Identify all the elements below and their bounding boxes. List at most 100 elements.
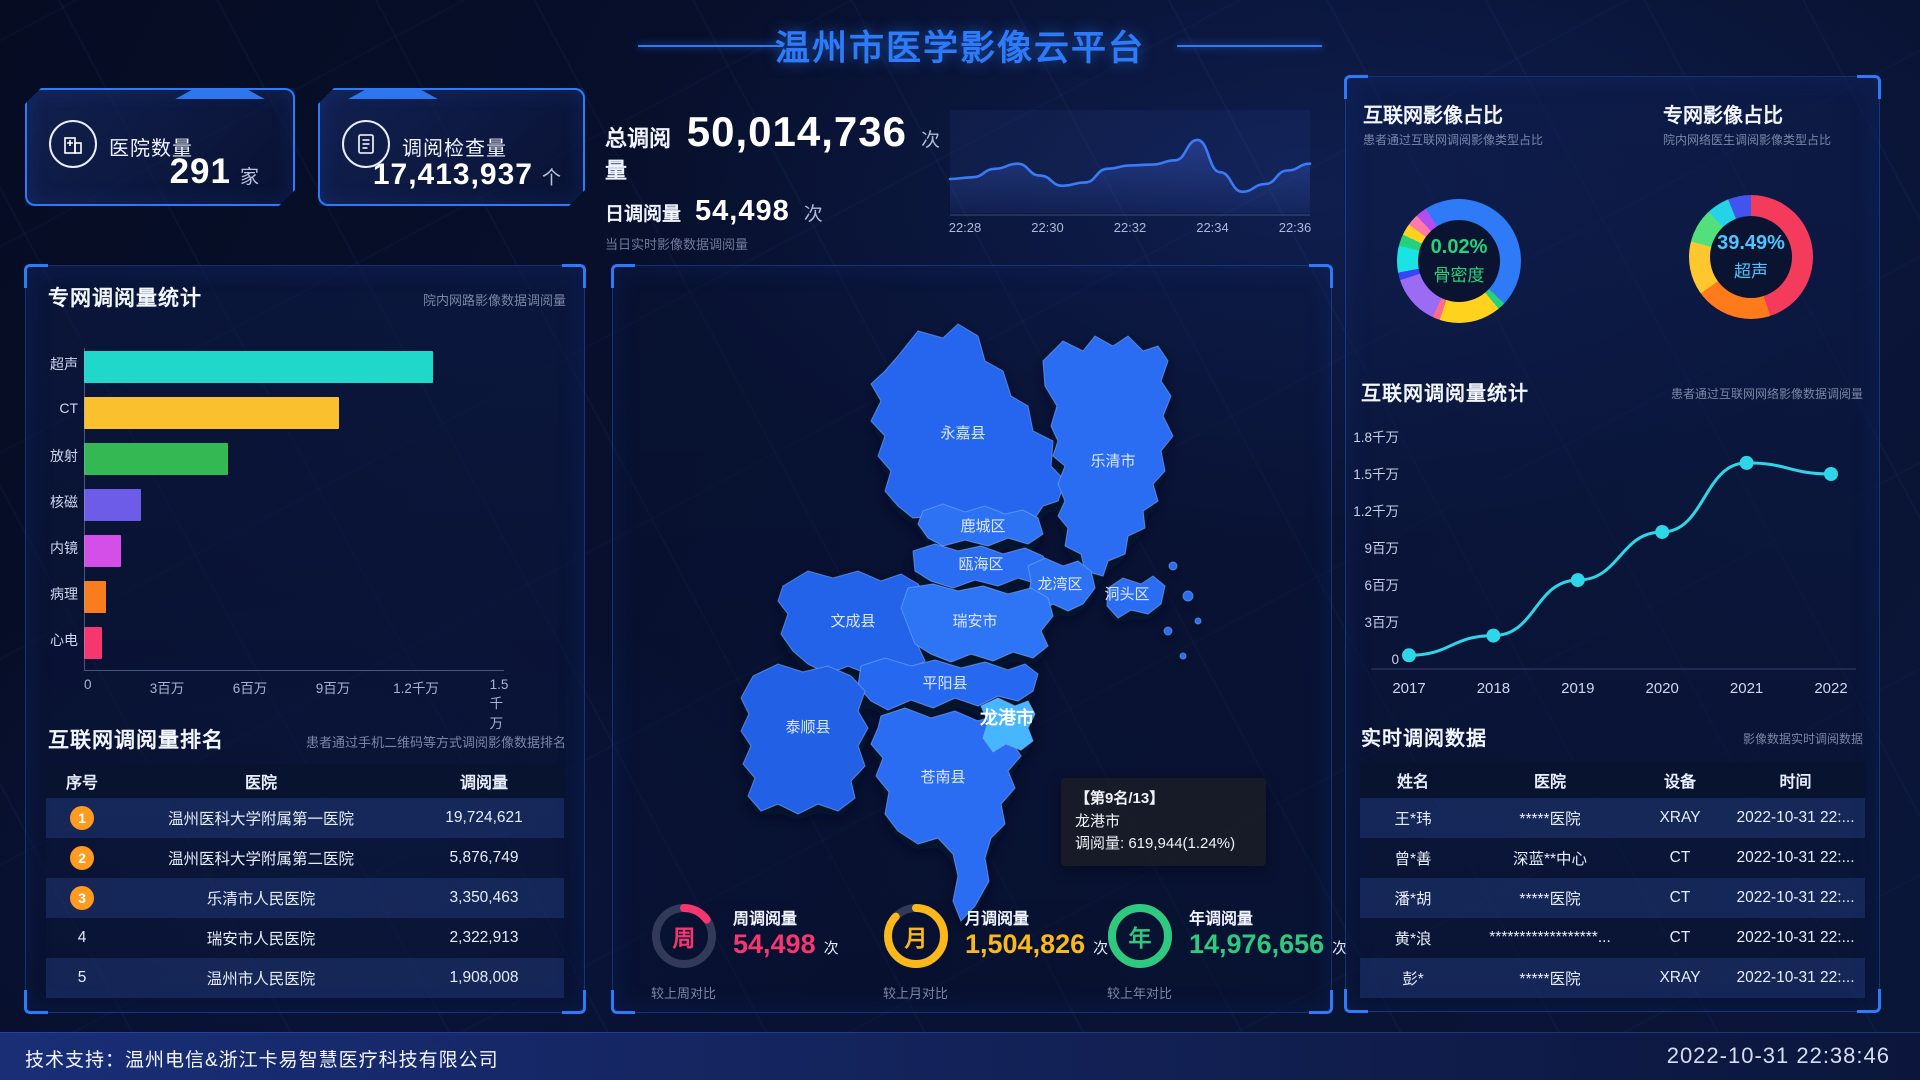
month-gauge-ring bbox=[884, 904, 948, 968]
map-label-1[interactable]: 乐清市 bbox=[1090, 453, 1135, 470]
daily-views-label: 日调阅量 bbox=[605, 204, 682, 225]
map-district-pingyang[interactable] bbox=[857, 657, 1039, 711]
hospital-icon bbox=[49, 120, 97, 168]
internet-share-title: 互联网影像占比 bbox=[1363, 105, 1503, 127]
month-gauge-value: 1,504,826 bbox=[965, 929, 1086, 959]
daily-views-value: 54,498 bbox=[695, 195, 790, 227]
map-island bbox=[1163, 626, 1173, 636]
map-district-wencheng[interactable] bbox=[777, 570, 932, 675]
map-label-6[interactable]: 文成县 bbox=[830, 613, 875, 630]
stat-card-value: 291 bbox=[169, 152, 231, 191]
mini-x-label: 22:34 bbox=[1196, 220, 1229, 235]
internet-share-label: 骨密度 bbox=[1433, 266, 1485, 285]
map-label-11[interactable]: 龙港市 bbox=[980, 707, 1034, 728]
map-label-0[interactable]: 永嘉县 bbox=[940, 425, 985, 442]
bar-chart-title: 专网调阅量统计 bbox=[48, 287, 202, 310]
map-label-3[interactable]: 瓯海区 bbox=[958, 556, 1003, 573]
month-gauge-char: 月 bbox=[904, 925, 928, 951]
bar-category-label: 超声 bbox=[50, 356, 78, 372]
map-district-yueqing[interactable] bbox=[1042, 335, 1174, 577]
bar-chart-subtitle: 院内网路影像数据调阅量 bbox=[422, 293, 566, 308]
device-type: XRAY bbox=[1659, 969, 1701, 986]
bar-row-3: 核磁 bbox=[26, 484, 584, 530]
ranking-hospital: 温州市人民医院 bbox=[206, 971, 316, 988]
ranking-hospital: 瑞安市人民医院 bbox=[206, 931, 316, 948]
bar-fill bbox=[84, 581, 107, 613]
week-gauge: 周 周调阅量 54,498 次 较上周对比 bbox=[649, 901, 874, 1001]
internet-share-donut: 0.02% 骨密度 bbox=[1397, 199, 1521, 323]
map-label-10[interactable]: 苍南县 bbox=[920, 769, 965, 786]
line-y-tick: 3百万 bbox=[1364, 615, 1399, 630]
map-label-4[interactable]: 龙湾区 bbox=[1037, 576, 1082, 593]
map-district-dongtou[interactable] bbox=[1106, 575, 1166, 619]
bar-category-label: 核磁 bbox=[50, 494, 78, 510]
rank-badge: 2 bbox=[70, 846, 94, 870]
map-panel: 永嘉县乐清市鹿城区瓯海区龙湾区洞头区文成县 瑞安市平阳县泰顺县苍南县 龙港市 【第9… bbox=[611, 264, 1347, 1014]
bar-x-tick: 1.2千万 bbox=[393, 681, 439, 696]
mini-x-label: 22:30 bbox=[1031, 220, 1064, 235]
map-district-lucheng[interactable] bbox=[917, 503, 1044, 547]
ranking-value: 5,876,749 bbox=[449, 849, 519, 866]
stat-card-exam-count: 调阅检查量 17,413,937 个 bbox=[318, 88, 585, 206]
line-x-label: 2018 bbox=[1477, 680, 1510, 697]
bar-fill bbox=[84, 443, 228, 475]
mini-x-label: 22:28 bbox=[949, 220, 982, 235]
stat-card-unit: 个 bbox=[541, 168, 561, 189]
report-icon bbox=[342, 120, 390, 168]
bar-row-5: 病理 bbox=[26, 576, 584, 622]
hospital-name: *****医院 bbox=[1519, 811, 1581, 828]
line-x-label: 2019 bbox=[1561, 680, 1594, 697]
ranking-hospital: 乐清市人民医院 bbox=[206, 891, 316, 908]
map-label-9[interactable]: 泰顺县 bbox=[785, 719, 830, 736]
title-line-left bbox=[638, 45, 783, 47]
bar-track bbox=[84, 581, 499, 613]
line-data-point bbox=[1486, 628, 1501, 643]
ranking-row-4: 4 瑞安市人民医院 2,322,913 bbox=[46, 918, 564, 958]
view-time: 2022-10-31 22:... bbox=[1736, 889, 1855, 906]
line-y-tick: 1.8千万 bbox=[1353, 430, 1399, 445]
map-district-longgang[interactable] bbox=[980, 697, 1036, 753]
ranking-value: 19,724,621 bbox=[445, 809, 523, 826]
ranking-col-rank: 序号 bbox=[65, 775, 98, 792]
daily-views-note: 当日实时影像数据调阅量 bbox=[605, 237, 749, 252]
map-tooltip: 【第9名/13】 龙港市 调阅量: 619,944(1.24%) bbox=[1061, 778, 1266, 866]
line-y-tick: 1.5千万 bbox=[1353, 467, 1399, 482]
map-label-5[interactable]: 洞头区 bbox=[1104, 586, 1149, 603]
right-panel: 互联网影像占比 患者通过互联网调阅影像类型占比 0.02% 骨密度 专网影像占比… bbox=[1344, 75, 1881, 1013]
bar-row-4: 内镜 bbox=[26, 530, 584, 576]
daily-trend-svg: 22:28 22:30 22:32 22:34 22:36 bbox=[948, 110, 1312, 235]
line-x-label: 2017 bbox=[1392, 680, 1425, 697]
realtime-col-name: 姓名 bbox=[1396, 774, 1429, 791]
stat-card-unit: 家 bbox=[239, 167, 259, 188]
month-gauge-note: 较上月对比 bbox=[883, 986, 949, 1001]
internet-share-subtitle: 患者通过互联网调阅影像类型占比 bbox=[1363, 133, 1544, 147]
map-label-8[interactable]: 平阳县 bbox=[922, 675, 967, 692]
daily-trend-chart: 22:28 22:30 22:32 22:34 22:36 bbox=[945, 92, 1315, 242]
hospital-name: 深蓝**中心 bbox=[1512, 851, 1588, 868]
week-gauge-char: 周 bbox=[672, 925, 696, 951]
map-label-7[interactable]: 瑞安市 bbox=[952, 613, 997, 630]
bar-row-0: 超声 bbox=[26, 346, 584, 392]
hospital-name: *****医院 bbox=[1519, 971, 1581, 988]
line-y-tick: 6百万 bbox=[1364, 578, 1399, 593]
map-label-2[interactable]: 鹿城区 bbox=[960, 518, 1005, 535]
bar-track bbox=[84, 397, 499, 429]
total-views-label: 总调阅量 bbox=[605, 126, 672, 183]
realtime-row-3: 潘*胡 *****医院 CT 2022-10-31 22:... bbox=[1360, 878, 1865, 918]
private-share-subtitle: 院内网络医生调阅影像类型占比 bbox=[1663, 133, 1832, 147]
month-gauge-title: 月调阅量 bbox=[965, 911, 1030, 928]
daily-views-unit: 次 bbox=[803, 204, 823, 225]
realtime-row-1: 王*玮 *****医院 XRAY 2022-10-31 22:... bbox=[1360, 798, 1865, 838]
bar-x-tick: 3百万 bbox=[149, 681, 185, 696]
map-district-taishun[interactable] bbox=[740, 663, 869, 815]
map-district-ruian[interactable] bbox=[900, 583, 1054, 663]
bar-chart-y-axis bbox=[84, 348, 85, 670]
year-gauge-value: 14,976,656 bbox=[1189, 929, 1325, 959]
realtime-row-2: 曾*善 深蓝**中心 CT 2022-10-31 22:... bbox=[1360, 838, 1865, 878]
private-share-donut: 39.49% 超声 bbox=[1689, 195, 1813, 319]
device-type: CT bbox=[1669, 849, 1691, 866]
line-y-tick: 1.2千万 bbox=[1353, 504, 1399, 519]
total-views-unit: 次 bbox=[920, 130, 940, 151]
ranking-value: 1,908,008 bbox=[449, 969, 519, 986]
